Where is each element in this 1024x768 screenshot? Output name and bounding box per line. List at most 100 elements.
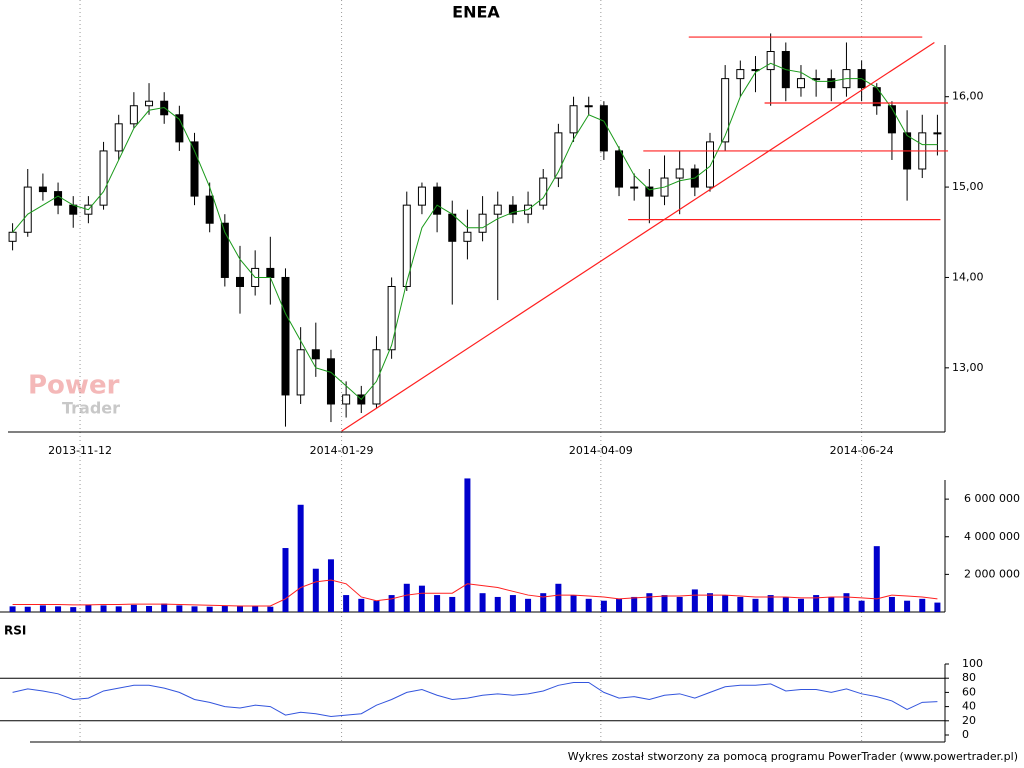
y-tick-label: 13,00: [952, 361, 984, 374]
footer: Wykres został stworzony za pomocą progra…: [568, 750, 1018, 763]
candle-body: [54, 191, 63, 206]
volume-bar: [115, 606, 122, 612]
volume-bar: [9, 606, 16, 612]
volume-bar: [509, 595, 516, 612]
volume-bar: [161, 603, 168, 612]
candle-body: [554, 132, 563, 179]
volume-bar: [934, 602, 941, 612]
candle-body: [706, 141, 714, 188]
y-tick-label: 15,00: [952, 180, 984, 193]
volume-bar: [737, 596, 744, 612]
volume-bar: [888, 596, 895, 612]
volume-bar: [661, 595, 668, 612]
trend-line: [341, 41, 935, 432]
volume-bar: [206, 606, 213, 612]
volume-bar: [676, 596, 683, 612]
candle-body: [190, 141, 199, 197]
volume-bar: [813, 595, 820, 612]
chart-title: ENEA: [452, 3, 500, 22]
candle-body: [508, 204, 517, 215]
x-tick-label: 2014-04-09: [569, 444, 633, 457]
candle-body: [8, 231, 17, 242]
y-tick-label: 100: [962, 657, 983, 670]
volume-bar: [221, 605, 228, 612]
candle-body: [721, 78, 730, 143]
candle-body: [736, 69, 745, 80]
candle-body: [417, 186, 426, 206]
volume-bar: [252, 605, 259, 612]
volume-bar: [191, 606, 198, 612]
volume-bar: [100, 605, 107, 612]
volume-bar: [449, 596, 456, 612]
candle-body: [311, 349, 320, 360]
volume-bar: [388, 595, 395, 612]
candle-body: [933, 132, 942, 135]
candle-body: [114, 123, 123, 152]
volume-bar: [464, 478, 471, 612]
volume-bar: [600, 600, 607, 612]
y-tick-label: 4 000 000: [964, 530, 1020, 543]
candle-body: [448, 213, 457, 242]
volume-bar: [873, 546, 880, 612]
rsi-title: RSI: [4, 624, 26, 638]
candle-body: [129, 105, 138, 125]
volume-bar: [55, 606, 62, 612]
y-tick-label: 40: [962, 700, 976, 713]
volume-bar: [797, 598, 804, 612]
candle-body: [266, 267, 275, 278]
volume-bar: [616, 598, 623, 612]
volume-bar: [585, 598, 592, 612]
volume-bar: [267, 606, 274, 612]
candle-body: [342, 394, 351, 405]
volume-bar: [752, 598, 759, 612]
candle-body: [599, 105, 608, 152]
y-tick-label: 6 000 000: [964, 492, 1020, 505]
candle-body: [296, 349, 305, 396]
candle-body: [630, 186, 639, 189]
y-tick-label: 80: [962, 671, 976, 684]
candle-body: [38, 186, 47, 193]
volume-bar: [631, 596, 638, 612]
volume-bar: [494, 596, 501, 612]
volume-bar: [24, 606, 31, 612]
moving-average: [12, 62, 938, 401]
volume-bar: [479, 593, 486, 612]
volume-bar: [312, 568, 319, 612]
y-tick-label: 60: [962, 685, 976, 698]
candle-body: [569, 105, 578, 134]
volume-bar: [828, 596, 835, 612]
volume-bar: [540, 593, 547, 612]
watermark: Trader: [62, 399, 120, 418]
candle-body: [281, 276, 290, 396]
volume-bar: [843, 593, 850, 612]
volume-bar: [297, 504, 304, 612]
volume-bar: [176, 605, 183, 612]
volume-average: [12, 579, 938, 607]
volume-bar: [555, 583, 562, 612]
candle-body: [236, 276, 244, 287]
volume-bar: [327, 559, 334, 612]
volume-bar: [707, 593, 713, 612]
candle-body: [827, 78, 836, 89]
candle-body: [796, 78, 805, 89]
volume-bar: [722, 595, 729, 612]
watermark: Power: [28, 371, 120, 401]
volume-bar: [237, 606, 243, 612]
x-tick-label: 2014-01-29: [310, 444, 374, 457]
candle-body: [463, 231, 472, 242]
candle-body: [615, 150, 624, 188]
volume-bar: [343, 595, 350, 612]
candle-body: [387, 285, 396, 351]
x-tick-label: 2014-06-24: [830, 444, 894, 457]
x-tick-label: 2013-11-12: [48, 444, 112, 457]
candle-body: [99, 150, 108, 206]
volume-bar: [525, 598, 532, 612]
volume-bar: [767, 595, 774, 612]
volume-bar: [782, 596, 789, 612]
rsi-line: [12, 681, 938, 718]
volume-bar: [146, 605, 153, 612]
volume-bar: [691, 589, 698, 612]
candle-body: [645, 186, 654, 197]
candle-body: [478, 213, 487, 233]
